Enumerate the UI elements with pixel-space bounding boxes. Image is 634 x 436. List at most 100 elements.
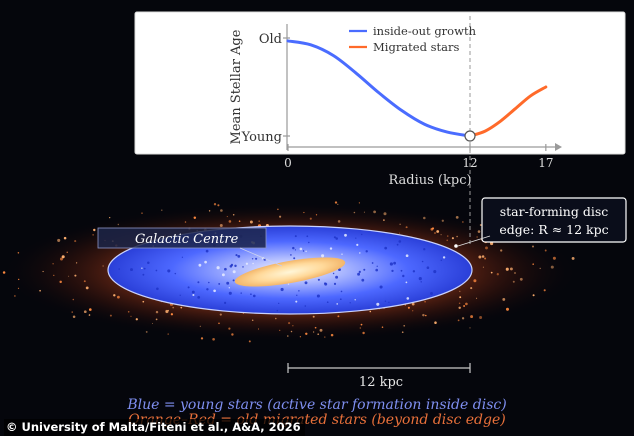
old-star-dot (469, 327, 471, 329)
old-star-dot (135, 318, 138, 321)
old-star-dot (212, 337, 215, 341)
old-star-dot (299, 336, 302, 338)
young-star-dot (174, 272, 177, 275)
old-star-dot (461, 317, 465, 320)
old-star-dot (451, 237, 454, 240)
old-star-dot (455, 216, 459, 219)
x-axis-arrowhead (555, 143, 562, 151)
old-star-dot (422, 313, 425, 317)
young-star-dot (237, 255, 241, 258)
young-star-dot (360, 233, 363, 236)
young-star-dot (344, 233, 347, 237)
old-star-dot (232, 213, 235, 216)
old-star-dot (436, 230, 440, 233)
young-star-dot (205, 249, 209, 253)
young-star-dot (354, 299, 356, 301)
young-star-dot (371, 262, 374, 264)
young-star-dot (333, 236, 336, 239)
series-line-migrated-stars (468, 85, 548, 138)
old-star-dot (102, 265, 104, 267)
old-star-dot (381, 326, 384, 328)
old-star-dot (496, 273, 499, 276)
old-star-dot (484, 257, 487, 260)
old-star-dot (72, 315, 76, 318)
old-star-dot (519, 277, 523, 281)
young-star-dot (250, 293, 252, 296)
old-star-dot (337, 203, 339, 205)
young-star-dot (426, 266, 430, 269)
old-star-dot (165, 309, 169, 314)
young-star-dot (280, 287, 284, 292)
young-star-dot (292, 246, 295, 250)
old-star-dot (505, 307, 510, 311)
series-line-inside-out-growth (286, 39, 472, 138)
young-star-dot (240, 292, 242, 294)
young-star-dot (400, 269, 403, 272)
old-star-dot (92, 234, 94, 236)
young-star-dot (294, 249, 297, 251)
old-star-dot (59, 280, 62, 284)
young-star-dot (226, 281, 230, 285)
old-star-dot (220, 209, 223, 212)
old-star-dot (109, 217, 111, 219)
old-star-dot (552, 256, 556, 260)
old-star-dot (74, 240, 77, 243)
old-star-dot (52, 263, 54, 265)
young-star-dot (341, 253, 343, 255)
old-star-dot (218, 322, 220, 325)
old-star-dot (476, 236, 478, 238)
young-star-dot (252, 262, 254, 265)
young-star-dot (357, 272, 361, 276)
old-star-dot (470, 287, 473, 290)
young-star-dot (361, 278, 365, 282)
old-star-dot (319, 328, 323, 332)
old-star-dot (279, 215, 282, 218)
old-star-dot (314, 326, 317, 329)
young-star-dot (276, 309, 279, 312)
x-tick-label-0: 0 (284, 156, 292, 170)
young-star-dot (224, 267, 227, 271)
old-star-dot (383, 212, 387, 216)
x-tick-label-17: 17 (538, 156, 553, 170)
young-star-dot (412, 270, 416, 273)
old-star-dot (532, 294, 535, 297)
disc-edge-marker (464, 130, 476, 142)
young-star-dot (296, 294, 298, 296)
old-star-dot (360, 323, 363, 326)
old-star-dot (130, 315, 132, 317)
old-star-dot (337, 315, 340, 318)
young-star-dot (316, 294, 320, 298)
young-star-dot (213, 289, 216, 293)
image-credit: © University of Malta/Fiteni et al., A&A… (4, 419, 305, 436)
old-star-dot (141, 212, 143, 214)
galactic-centre-pointer (239, 247, 283, 267)
young-star-dot (329, 247, 333, 250)
young-star-dot (359, 252, 361, 254)
young-star-dot (396, 243, 399, 246)
old-star-dot (145, 330, 148, 333)
old-star-dot (512, 280, 515, 283)
old-star-dot (2, 271, 6, 274)
old-star-dot (193, 216, 197, 220)
young-star-dot (255, 257, 258, 260)
young-star-dot (130, 268, 133, 272)
old-star-dot (458, 306, 461, 310)
old-star-dot (17, 252, 20, 254)
old-star-dot (309, 217, 312, 220)
young-star-dot (228, 287, 230, 289)
old-star-dot (88, 308, 92, 311)
young-star-dot (216, 266, 220, 270)
young-star-dot (305, 250, 307, 253)
old-star-dot (53, 274, 55, 277)
old-star-dot (228, 220, 232, 223)
young-star-dot (420, 281, 422, 283)
old-star-dot (337, 220, 341, 223)
old-star-dot (550, 265, 554, 269)
young-star-dot (389, 262, 393, 266)
young-star-dot (232, 279, 235, 282)
old-star-dot (403, 324, 406, 327)
young-star-dot (228, 291, 232, 295)
young-star-dot (147, 261, 150, 265)
young-star-dot (294, 235, 297, 238)
galactic-centre-label-box (97, 227, 267, 249)
